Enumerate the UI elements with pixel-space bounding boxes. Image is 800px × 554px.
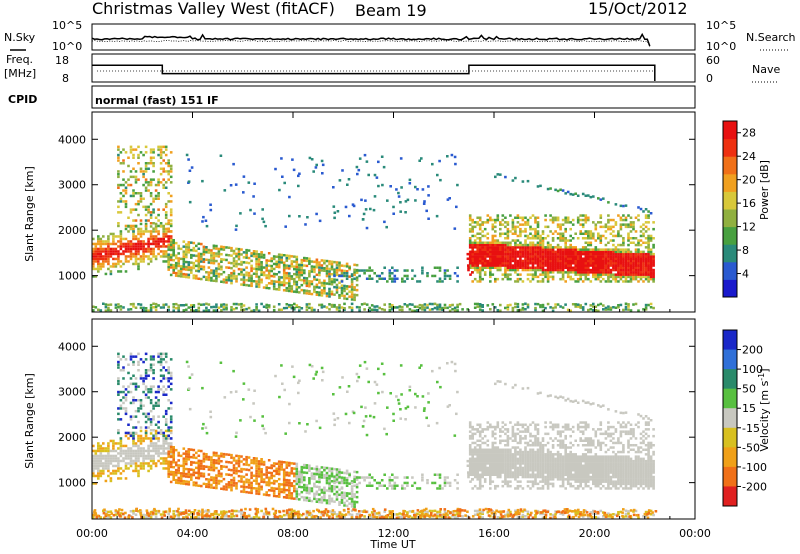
power-colorbar: 4 8 12 16 20 24 28 bbox=[722, 120, 756, 298]
cpid-label: CPID bbox=[8, 93, 37, 106]
velocity-y-label: Slant Range [km] bbox=[23, 373, 36, 469]
velocity-colorbar-tick: 15 bbox=[742, 402, 756, 415]
date-title: 15/Oct/2012 bbox=[588, 0, 688, 18]
velocity-colorbar-tick: 200 bbox=[742, 344, 763, 357]
power-colorbar-tick: 20 bbox=[742, 174, 756, 187]
velocity-colorbar-swatch bbox=[723, 349, 737, 370]
velocity-colorbar-swatch bbox=[723, 388, 737, 409]
velocity-colorbar-tick: -200 bbox=[742, 480, 767, 493]
x-tick-label: 08:00 bbox=[277, 527, 309, 540]
power-heatmap bbox=[92, 145, 655, 313]
freq-trace bbox=[92, 64, 656, 81]
freq-label-1: Freq. bbox=[6, 53, 33, 66]
nave-label: Nave bbox=[752, 63, 780, 76]
velocity-y-axis: 1000 2000 3000 4000 bbox=[58, 340, 695, 490]
velocity-colorbar: 200 100 50 15 -15 -50 -100 -200 bbox=[722, 329, 767, 507]
power-colorbar-tick: 4 bbox=[742, 268, 749, 281]
beam-title: Beam 19 bbox=[355, 1, 427, 20]
velocity-colorbar-swatch bbox=[723, 447, 737, 468]
power-y-label: Slant Range [km] bbox=[23, 166, 36, 262]
power-colorbar-swatch bbox=[723, 138, 737, 157]
nsearch-trace bbox=[91, 39, 651, 48]
velocity-colorbar-swatch bbox=[723, 466, 737, 487]
x-tick-label: 16:00 bbox=[478, 527, 510, 540]
nsky-tick-high: 10^5 bbox=[52, 19, 82, 32]
y-tick-label: 4000 bbox=[58, 340, 86, 353]
power-colorbar-swatch bbox=[723, 121, 737, 140]
velocity-colorbar-tick: 50 bbox=[742, 383, 756, 396]
power-colorbar-tick: 24 bbox=[742, 150, 756, 163]
x-tick-label: 12:00 bbox=[378, 527, 410, 540]
nave-tick-high: 60 bbox=[706, 54, 720, 67]
freq-tick-low: 8 bbox=[62, 72, 69, 85]
y-tick-label: 3000 bbox=[58, 179, 86, 192]
power-colorbar-swatch bbox=[723, 209, 737, 228]
power-colorbar-swatch bbox=[723, 279, 737, 298]
x-tick-label: 00:00 bbox=[679, 527, 711, 540]
x-tick-label: 20:00 bbox=[579, 527, 611, 540]
velocity-colorbar-tick: -50 bbox=[742, 441, 760, 454]
nsky-label: N.Sky bbox=[4, 31, 36, 44]
velocity-colorbar-tick: 100 bbox=[742, 363, 763, 376]
cpid-strip bbox=[91, 85, 696, 109]
power-colorbar-swatch bbox=[723, 173, 737, 192]
y-tick-label: 1000 bbox=[58, 270, 86, 283]
velocity-colorbar-label: Velocity [m s-1] bbox=[757, 368, 772, 451]
power-colorbar-swatch bbox=[723, 226, 737, 245]
power-colorbar-swatch bbox=[723, 191, 737, 210]
y-tick-label: 3000 bbox=[58, 386, 86, 399]
velocity-colorbar-swatch bbox=[723, 408, 737, 429]
power-colorbar-tick: 28 bbox=[742, 127, 756, 140]
y-tick-label: 1000 bbox=[58, 477, 86, 490]
freq-label-2: [MHz] bbox=[4, 67, 36, 80]
site-title: Christmas Valley West (fitACF) bbox=[92, 0, 335, 18]
velocity-colorbar-swatch bbox=[723, 369, 737, 390]
nsearch-tick-high: 10^5 bbox=[706, 19, 736, 32]
power-colorbar-tick: 12 bbox=[742, 221, 756, 234]
power-colorbar-tick: 16 bbox=[742, 197, 756, 210]
power-colorbar-label: Power [dB] bbox=[758, 160, 771, 220]
y-tick-label: 4000 bbox=[58, 133, 86, 146]
freq-strip bbox=[91, 53, 696, 83]
x-tick-label: 00:00 bbox=[76, 527, 108, 540]
y-tick-label: 2000 bbox=[58, 431, 86, 444]
velocity-colorbar-tick: -100 bbox=[742, 461, 767, 474]
nsky-tick-low: 10^0 bbox=[52, 40, 82, 53]
nave-tick-low: 0 bbox=[706, 72, 713, 85]
velocity-colorbar-swatch bbox=[723, 486, 737, 507]
velocity-colorbar-tick: -15 bbox=[742, 422, 760, 435]
velocity-heatmap bbox=[92, 352, 658, 520]
nsearch-tick-low: 10^0 bbox=[706, 40, 736, 53]
time-x-axis: 00:00 04:00 08:00 12:00 16:00 20:00 00:00 bbox=[76, 112, 711, 540]
x-axis-label: Time UT bbox=[369, 538, 415, 551]
cpid-mode: normal (fast) 151 IF bbox=[95, 94, 219, 107]
velocity-colorbar-swatch bbox=[723, 427, 737, 448]
x-tick-label: 04:00 bbox=[177, 527, 209, 540]
y-tick-label: 2000 bbox=[58, 224, 86, 237]
power-colorbar-swatch bbox=[723, 156, 737, 175]
power-colorbar-swatch bbox=[723, 261, 737, 280]
freq-tick-high: 18 bbox=[55, 54, 69, 67]
power-colorbar-swatch bbox=[723, 244, 737, 263]
power-y-axis: 1000 2000 3000 4000 bbox=[58, 133, 695, 283]
velocity-colorbar-swatch bbox=[723, 330, 737, 351]
power-colorbar-tick: 8 bbox=[742, 244, 749, 257]
nsky-strip bbox=[91, 23, 696, 51]
nsky-trace bbox=[91, 32, 651, 47]
nsearch-label: N.Search bbox=[746, 31, 796, 44]
